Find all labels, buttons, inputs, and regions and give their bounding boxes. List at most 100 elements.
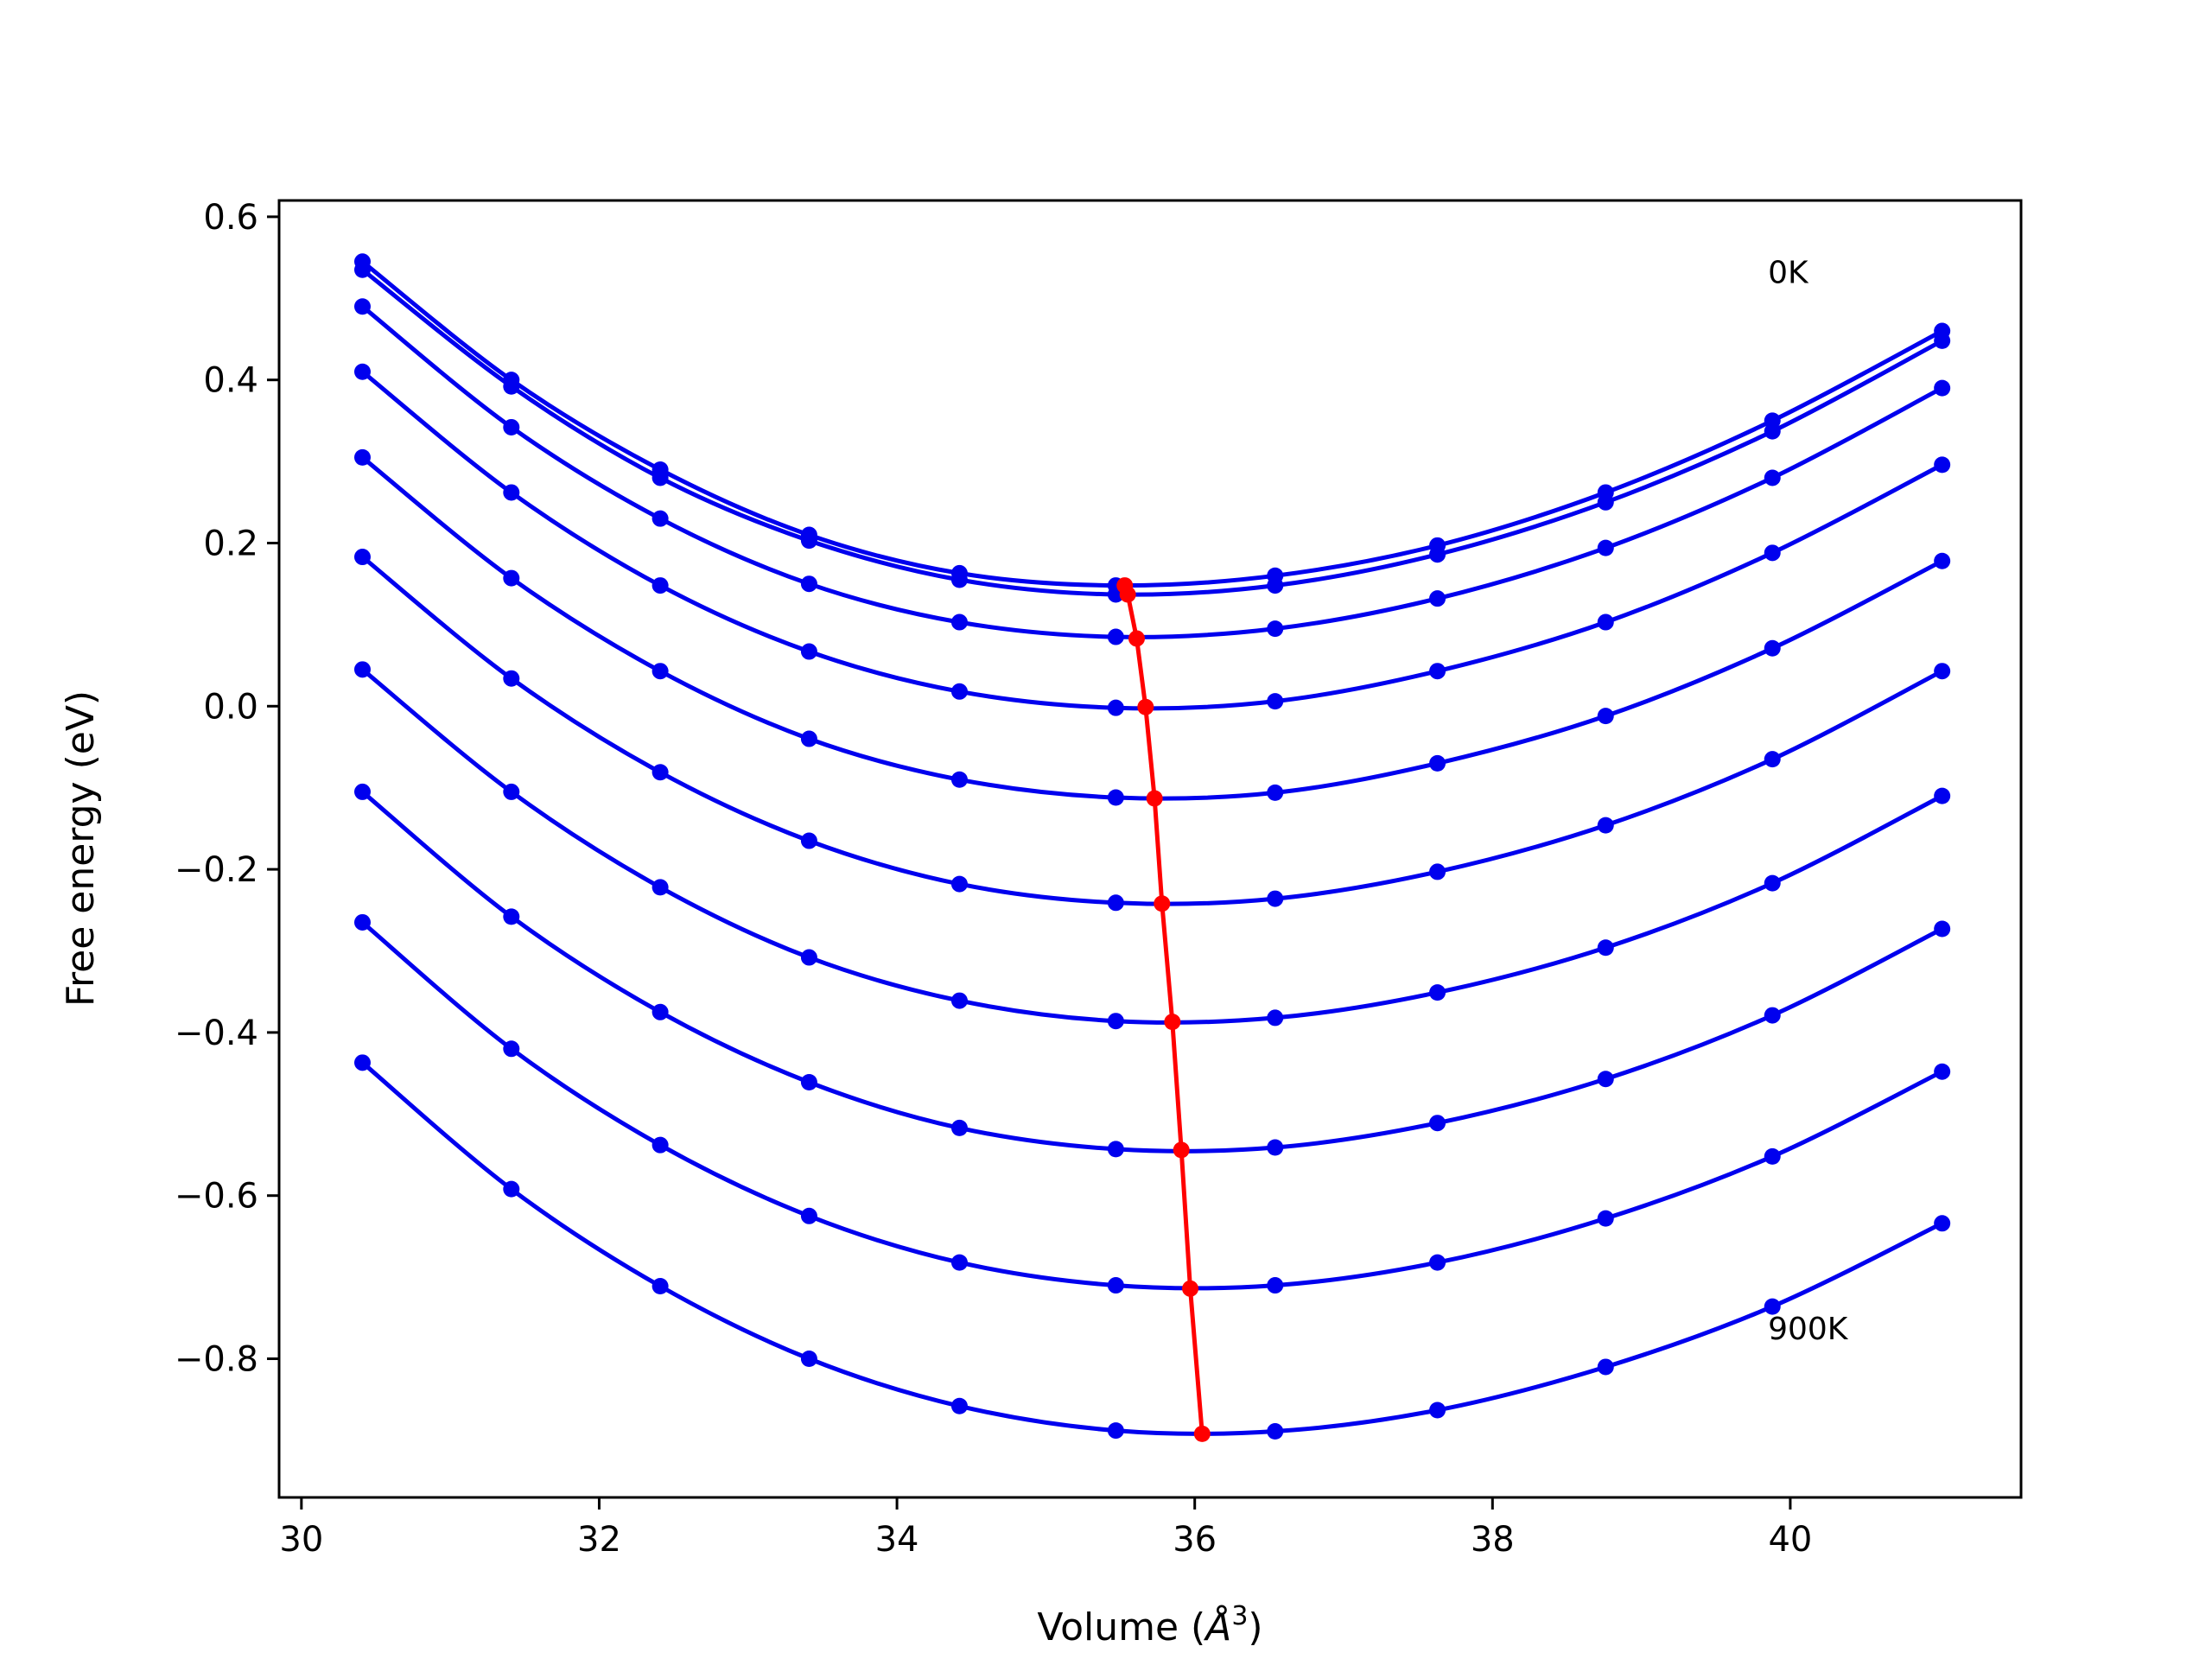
x-axis: 30 32 34 36 38 40 [279,1497,1812,1560]
curve-point [1267,784,1284,801]
annotation-label: 900K [1768,1312,1849,1347]
curve-point [1934,787,1951,804]
curve-point [800,949,817,966]
curve-point [950,1397,968,1414]
curve-point [1934,1215,1951,1232]
curve-point [950,571,968,588]
curve-point [800,832,817,849]
curve-point [503,1180,520,1198]
plot-area [279,200,2021,1497]
y-tick-label: −0.8 [175,1340,258,1380]
annotation-group: 0K 900K [1768,255,1849,1347]
y-tick-label: −0.6 [175,1177,258,1217]
curve-point [652,469,669,486]
annotation-label: 0K [1768,255,1809,290]
y-axis-label: Free energy (eV) [59,690,103,1007]
y-tick-label: 0.0 [203,687,258,727]
curve-point [1597,493,1614,511]
curve-point [1597,708,1614,725]
y-tick-label: 0.4 [203,361,258,401]
curve-point [1764,1147,1781,1165]
y-tick-label: 0.6 [203,198,258,238]
minima-point [1128,630,1145,647]
x-tick-label: 36 [1173,1520,1217,1560]
curve-point [353,261,371,278]
minima-point [1137,698,1154,715]
curve-point [1267,1277,1284,1294]
curve-point [1597,1210,1614,1227]
curve-point [1429,984,1446,1001]
curve-point [503,418,520,435]
curve-point [652,764,669,781]
curve-point [1764,1298,1781,1315]
curve-point [652,879,669,896]
minima-line [1122,584,1205,1434]
y-tick-label: 0.2 [203,524,258,563]
curve-point [503,378,520,395]
curve-point [503,569,520,587]
curve-point [1934,552,1951,569]
x-tick-label: 32 [577,1520,621,1560]
curve-point [800,1351,817,1368]
curve-point [800,1073,817,1090]
curve-point [1597,1071,1614,1088]
curve-point [800,532,817,550]
minima-point [1154,895,1171,912]
minima-point [1193,1425,1211,1442]
curve-point [503,783,520,800]
curve-point [652,663,669,680]
curve-point [1934,379,1951,397]
curve-point [1267,890,1284,907]
minima-point [1119,586,1136,603]
curve-point [503,1040,520,1058]
curve-point [1934,1063,1951,1080]
curve-point [800,643,817,660]
y-axis: 0.6 0.4 0.2 0.0 −0.2 −0.4 −0.6 −0.8 [175,198,279,1380]
curve-point [1429,546,1446,563]
curve-point [1934,663,1951,680]
y-tick-label: −0.4 [175,1014,258,1053]
curve-point [1764,639,1781,657]
x-tick-label: 40 [1768,1520,1812,1560]
curve-point [1267,577,1284,594]
curve-point [1107,628,1124,645]
curve-point [503,908,520,925]
curve-point [800,1207,817,1224]
curve-point [652,510,669,527]
curve-point [1764,544,1781,562]
curve-point [1429,754,1446,772]
curve-point [1764,751,1781,768]
curve-point [1267,1139,1284,1156]
curve-point [1107,789,1124,806]
curve-point [353,783,371,800]
curve-point [1597,817,1614,834]
curve-point [1429,1402,1446,1419]
x-tick-label: 38 [1471,1520,1515,1560]
curve-point [1597,613,1614,631]
curve-point [1764,1007,1781,1024]
minima-point [1164,1014,1181,1031]
curve-point [1429,663,1446,680]
curve-point [1267,1423,1284,1440]
curve-point [1107,699,1124,716]
curve-point [353,913,371,931]
curve-point [1597,539,1614,556]
curve-point [652,1277,669,1294]
curve-point [652,1003,669,1020]
curve-point [503,670,520,687]
y-tick-label: −0.2 [175,850,258,890]
curve-point [1107,894,1124,912]
curve-point [353,363,371,380]
curve-point [1764,423,1781,440]
curve-point [1764,469,1781,486]
curve-point [1934,332,1951,349]
curve-point [1934,456,1951,474]
curve-point [950,771,968,788]
minima-point [1146,790,1163,807]
x-tick-label: 34 [875,1520,919,1560]
curve-point [353,661,371,678]
curve-point [1934,920,1951,938]
curve-point [1597,1358,1614,1376]
axes-frame [277,199,2023,1499]
